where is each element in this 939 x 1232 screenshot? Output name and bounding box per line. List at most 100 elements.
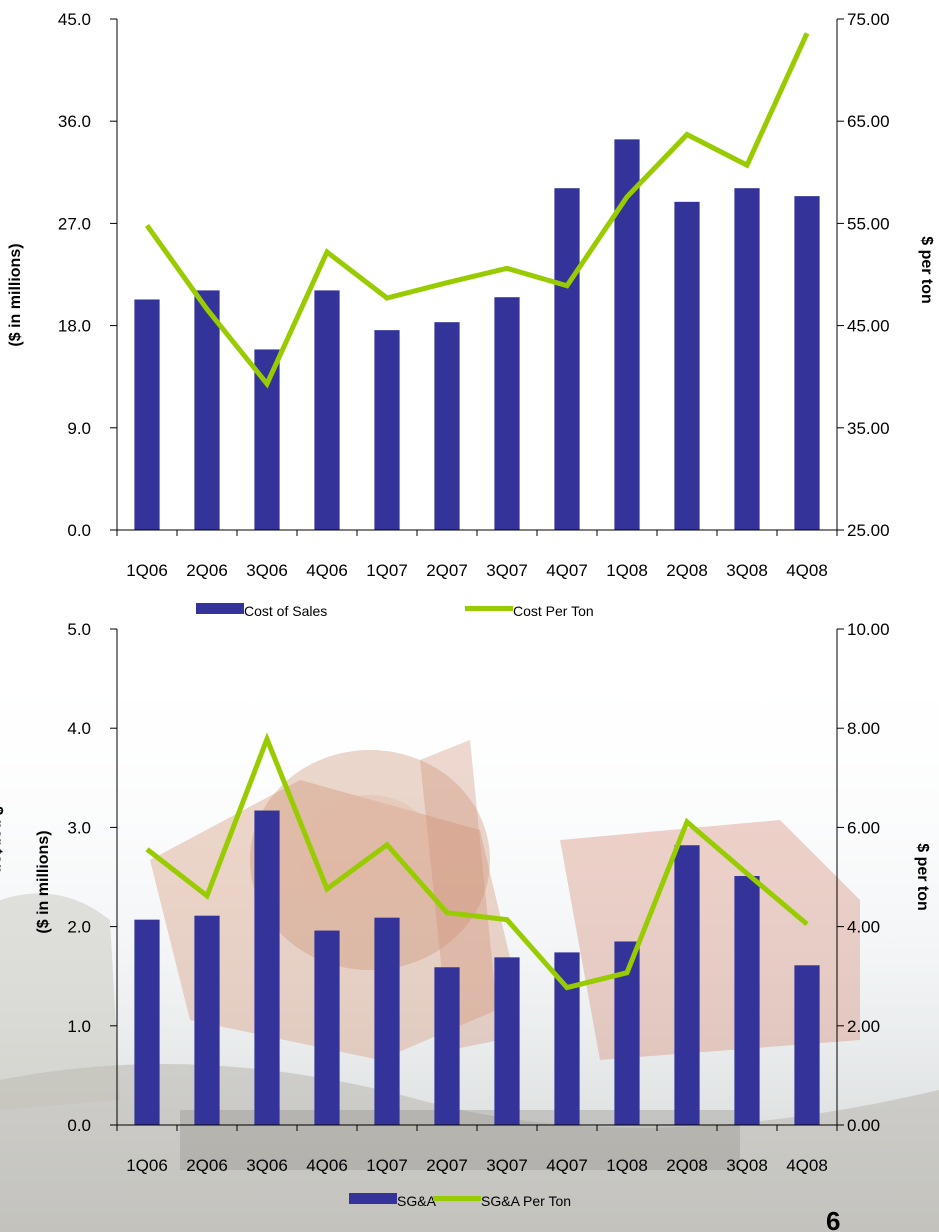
right-tick-label: 45.00 <box>847 317 890 336</box>
y2-axis-title: $ per ton <box>918 236 935 304</box>
bar-2Q07 <box>434 322 460 530</box>
category-label: 2Q08 <box>666 1156 708 1175</box>
category-label: 2Q07 <box>426 561 468 580</box>
legend: Cost of Sales Cost Per Ton <box>196 603 594 619</box>
legend: SG&A SG&A Per Ton <box>349 1193 571 1209</box>
category-label: 4Q08 <box>786 561 828 580</box>
bar-3Q06 <box>254 810 280 1125</box>
left-tick-label: 0.0 <box>67 521 91 540</box>
cost-per-ton-line <box>144 32 810 389</box>
category-label: 1Q07 <box>366 1156 408 1175</box>
right-tick-label: 75.00 <box>847 10 890 29</box>
bar-1Q06 <box>134 919 160 1125</box>
category-label: 4Q06 <box>306 561 348 580</box>
category-label: 1Q08 <box>606 1156 648 1175</box>
category-label: 1Q07 <box>366 561 408 580</box>
sga-chart: 0.0 1.0 2.0 3.0 4.0 5.0 0.00 2.00 4.00 6.00 8.00 1… <box>0 620 931 1209</box>
legend-swatch-bar <box>196 603 244 614</box>
bar-2Q08 <box>674 845 700 1125</box>
left-tick-label: 36.0 <box>58 112 91 131</box>
category-label: 3Q06 <box>246 561 288 580</box>
category-labels: 1Q06 2Q06 3Q06 4Q06 1Q07 2Q07 3Q07 4Q07 1Q08 2Q08… <box>126 1156 828 1175</box>
left-tick-label: 45.0 <box>58 10 91 29</box>
left-tick-label: 27.0 <box>58 214 91 233</box>
left-tick-label: 1.0 <box>67 1017 91 1036</box>
bar-1Q06 <box>134 299 160 530</box>
bar-3Q08 <box>734 876 760 1125</box>
right-tick-label: 8.00 <box>847 719 880 738</box>
cost-of-sales-bars <box>134 139 820 530</box>
category-label: 3Q06 <box>246 1156 288 1175</box>
legend-swatch-bar <box>349 1193 397 1204</box>
bar-3Q07 <box>494 297 520 530</box>
left-tick-label: 2.0 <box>67 918 91 937</box>
tick-marks <box>110 628 844 1131</box>
right-tick-labels: 0.00 2.00 4.00 6.00 8.00 10.00 <box>847 620 890 1135</box>
left-tick-labels: 0.0 9.0 18.0 27.0 36.0 45.0 <box>58 10 91 540</box>
legend-label-sga-per-ton: SG&A Per Ton <box>481 1193 571 1209</box>
sga-per-ton-line <box>145 732 809 991</box>
bar-2Q06 <box>194 290 220 530</box>
category-label: 3Q07 <box>486 1156 528 1175</box>
right-tick-label: 25.00 <box>847 521 890 540</box>
category-label: 4Q07 <box>546 1156 588 1175</box>
tick-marks <box>110 18 844 536</box>
right-tick-label: 4.00 <box>847 918 880 937</box>
category-label: 2Q07 <box>426 1156 468 1175</box>
legend-swatch-line <box>465 606 513 611</box>
y-axis-title: ($ in millions) <box>7 243 24 346</box>
left-tick-label: 0.0 <box>67 1116 91 1135</box>
right-tick-label: 0.00 <box>847 1116 880 1135</box>
category-labels: 1Q06 2Q06 3Q06 4Q06 1Q07 2Q07 3Q07 4Q07 1Q08 2Q08… <box>126 561 828 580</box>
legend-label-sga: SG&A <box>397 1193 437 1209</box>
right-tick-label: 35.00 <box>847 419 890 438</box>
left-tick-label: 9.0 <box>67 419 91 438</box>
category-label: 4Q08 <box>786 1156 828 1175</box>
category-label: 3Q08 <box>726 1156 768 1175</box>
category-label: 3Q07 <box>486 561 528 580</box>
bar-3Q08 <box>734 188 760 530</box>
category-label: 3Q08 <box>726 561 768 580</box>
bar-1Q08 <box>614 139 640 530</box>
bar-4Q06 <box>314 290 340 530</box>
left-tick-labels: 0.0 1.0 2.0 3.0 4.0 5.0 <box>67 620 91 1135</box>
bar-2Q08 <box>674 201 700 530</box>
left-tick-label: 3.0 <box>67 818 91 837</box>
category-label: 2Q08 <box>666 561 708 580</box>
left-tick-label: 4.0 <box>67 719 91 738</box>
bar-2Q07 <box>434 967 460 1125</box>
right-tick-label: 6.00 <box>847 818 880 837</box>
page-number: 6 <box>826 1206 840 1232</box>
bar-1Q07 <box>374 330 400 530</box>
legend-label-cost-of-sales: Cost of Sales <box>244 603 327 619</box>
y2-axis-title: $ per ton <box>914 843 931 911</box>
bar-4Q08 <box>794 965 820 1125</box>
bar-3Q07 <box>494 957 520 1125</box>
right-tick-labels: 25.00 35.00 45.00 55.00 65.00 75.00 <box>847 10 890 540</box>
left-tick-label: 5.0 <box>67 620 91 639</box>
cost-chart: 0.0 9.0 18.0 27.0 36.0 45.0 25.00 35.00 45.00 55… <box>7 10 935 619</box>
bar-2Q06 <box>194 915 220 1125</box>
clipped-axis-title: $ per ton <box>0 806 5 874</box>
bar-4Q08 <box>794 196 820 530</box>
category-label: 1Q06 <box>126 1156 168 1175</box>
sga-bars <box>134 810 820 1125</box>
right-tick-label: 65.00 <box>847 112 890 131</box>
y-axis-title: ($ in millions) <box>35 830 52 933</box>
category-label: 2Q06 <box>186 1156 228 1175</box>
bar-1Q07 <box>374 917 400 1125</box>
bar-4Q07 <box>554 188 580 530</box>
category-label: 1Q06 <box>126 561 168 580</box>
legend-label-cost-per-ton: Cost Per Ton <box>513 603 594 619</box>
category-label: 4Q06 <box>306 1156 348 1175</box>
legend-swatch-line <box>433 1196 481 1201</box>
category-label: 2Q06 <box>186 561 228 580</box>
bar-4Q06 <box>314 930 340 1125</box>
category-label: 4Q07 <box>546 561 588 580</box>
right-tick-label: 10.00 <box>847 620 890 639</box>
category-label: 1Q08 <box>606 561 648 580</box>
right-tick-label: 2.00 <box>847 1017 880 1036</box>
left-tick-label: 18.0 <box>58 317 91 336</box>
